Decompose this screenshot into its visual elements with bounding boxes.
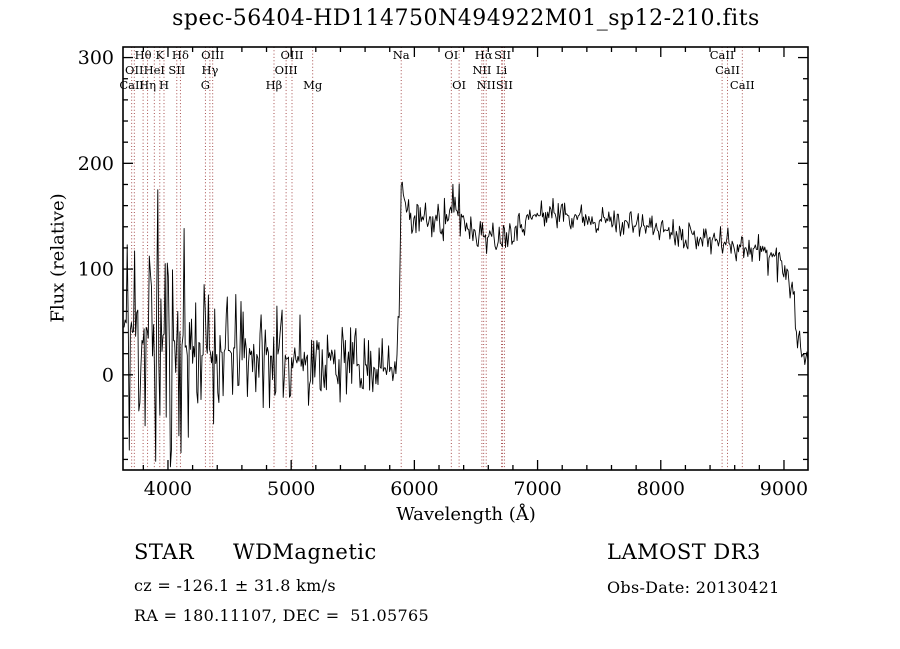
spectral-line-label: OII — [125, 63, 144, 77]
ra-dec-value: RA = 180.11107, DEC = 51.05765 — [134, 606, 429, 625]
spectral-line-label: Hη — [139, 78, 156, 92]
spectral-line-label: Na — [393, 48, 410, 62]
x-tick-label: 9000 — [760, 478, 808, 500]
x-tick-label: 5000 — [267, 478, 315, 500]
y-axis-label: Flux (relative) — [47, 193, 69, 323]
x-tick-label: 8000 — [637, 478, 685, 500]
x-tick-label: 6000 — [390, 478, 438, 500]
spectral-line-label: Hα — [475, 48, 493, 62]
y-tick-label: 0 — [102, 364, 114, 386]
spectral-line-label: H — [159, 78, 169, 92]
plot-title: spec-56404-HD114750N494922M01_sp12-210.f… — [172, 6, 760, 31]
spectrum-trace — [122, 181, 809, 468]
spectral-line-label: OI — [452, 78, 466, 92]
spectral-line-label: CaII — [730, 78, 755, 92]
spectral-line-label: OI — [444, 48, 458, 62]
spectral-line-label: NII — [477, 78, 496, 92]
object-subclass-label: WDMagnetic — [233, 540, 377, 564]
y-tick-label: 100 — [78, 259, 114, 281]
spectral-line-label: OIII — [201, 48, 224, 62]
spectral-line-label: SII — [494, 48, 511, 62]
object-class-label: STAR — [134, 540, 195, 564]
spectral-line-label: SII — [168, 63, 185, 77]
x-tick-label: 7000 — [513, 478, 561, 500]
cz-velocity-value: cz = -126.1 ± 31.8 km/s — [134, 576, 336, 595]
spectral-line-label: Hβ — [266, 78, 283, 92]
spectral-line-label: K — [156, 48, 165, 62]
spectral-line-label: Li — [496, 63, 508, 77]
spectral-line-label: OIII — [280, 48, 303, 62]
y-tick-label: 200 — [78, 153, 114, 175]
spectral-line-label: NII — [472, 63, 491, 77]
spectral-line-label: Hγ — [201, 63, 218, 77]
spectral-line-label: SII — [496, 78, 513, 92]
survey-release-label: LAMOST DR3 — [607, 540, 761, 564]
spectral-line-label: Hδ — [172, 48, 189, 62]
x-tick-label: 4000 — [144, 478, 192, 500]
spectral-line-label: Mg — [303, 78, 323, 92]
spectral-line-label: Hθ — [135, 48, 152, 62]
x-axis-label: Wavelength (Å) — [396, 504, 536, 525]
spectral-line-label: CaII — [710, 48, 735, 62]
spectral-line-label: G — [201, 78, 210, 92]
obs-date-value: Obs-Date: 20130421 — [607, 578, 780, 597]
y-tick-label: 300 — [78, 47, 114, 69]
spectral-line-label: CaII — [119, 78, 144, 92]
spectral-line-label: HeI — [144, 63, 165, 77]
spectral-line-label: CaII — [715, 63, 740, 77]
plot-frame — [122, 46, 809, 471]
spectral-line-label: OIII — [275, 63, 298, 77]
